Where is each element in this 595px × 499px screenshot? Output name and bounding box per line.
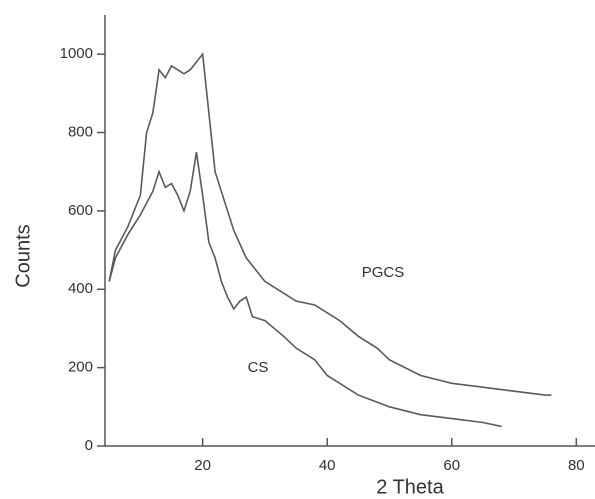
series-line	[108, 152, 502, 428]
x-axis-title: 2 Theta	[376, 476, 444, 498]
y-tick-label: 0	[85, 437, 93, 454]
y-tick-label: 1000	[60, 45, 93, 62]
y-tick-label: 600	[68, 202, 93, 219]
y-tick-label: 800	[68, 124, 93, 141]
y-axis-title: Counts	[12, 224, 34, 287]
x-tick-label: 40	[319, 457, 336, 474]
x-tick-label: 20	[194, 457, 211, 474]
series-label: CS	[248, 359, 269, 376]
x-tick-label: 80	[568, 457, 585, 474]
series-label: PGCS	[362, 264, 405, 281]
y-tick-label: 400	[68, 280, 93, 297]
y-tick-label: 200	[68, 359, 93, 376]
series-line	[108, 52, 552, 396]
x-tick-label: 60	[443, 457, 460, 474]
